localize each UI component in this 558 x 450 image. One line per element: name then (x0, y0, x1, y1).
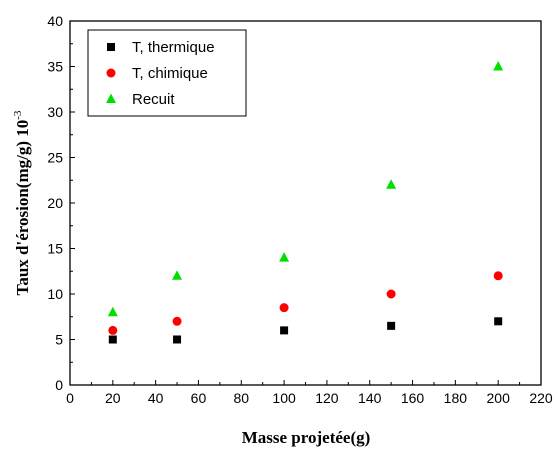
y-tick-label: 30 (47, 104, 63, 120)
y-tick-label: 5 (55, 332, 63, 348)
data-point (109, 336, 117, 344)
y-tick-label: 15 (47, 241, 63, 257)
x-tick-label: 20 (105, 390, 121, 406)
y-tick-label: 35 (47, 59, 63, 75)
y-axis-title-exponent: -3 (12, 110, 24, 120)
data-point (279, 252, 289, 262)
data-point (108, 326, 117, 335)
data-point (387, 322, 395, 330)
data-point (280, 326, 288, 334)
data-point (172, 270, 182, 280)
data-point (280, 303, 289, 312)
data-point (387, 290, 396, 299)
data-point (108, 307, 118, 317)
x-tick-label: 200 (487, 390, 511, 406)
data-point (386, 179, 396, 189)
y-tick-label: 20 (47, 195, 63, 211)
data-point (493, 61, 503, 71)
x-tick-label: 180 (444, 390, 468, 406)
x-tick-label: 40 (148, 390, 164, 406)
y-tick-label: 40 (47, 13, 63, 29)
x-tick-label: 120 (315, 390, 339, 406)
series-square (109, 317, 502, 343)
legend-label: T, chimique (132, 65, 208, 82)
x-tick-label: 60 (191, 390, 207, 406)
x-tick-label: 220 (529, 390, 553, 406)
x-axis-title: Masse projetée(g) (242, 428, 371, 447)
data-point (173, 317, 182, 326)
y-tick-label: 10 (47, 286, 63, 302)
y-axis-title-main: Taux d'érosion(mg/g) 10 (13, 120, 32, 296)
legend-label: T, thermique (132, 39, 215, 56)
series-circle (108, 271, 502, 335)
y-tick-label: 0 (55, 377, 63, 393)
y-axis-title: Taux d'érosion(mg/g) 10-3 (12, 110, 32, 295)
legend-marker-circle (107, 69, 116, 78)
data-point (173, 336, 181, 344)
data-point (494, 271, 503, 280)
legend-marker-square (107, 43, 115, 51)
legend: T, thermique T, chimique Recuit (88, 30, 246, 116)
y-tick-label: 25 (47, 150, 63, 166)
legend-label: Recuit (132, 91, 175, 108)
data-point (494, 317, 502, 325)
x-tick-label: 80 (233, 390, 249, 406)
x-tick-label: 0 (66, 390, 74, 406)
x-tick-label: 140 (358, 390, 382, 406)
x-tick-label: 160 (401, 390, 425, 406)
x-tick-label: 100 (272, 390, 296, 406)
